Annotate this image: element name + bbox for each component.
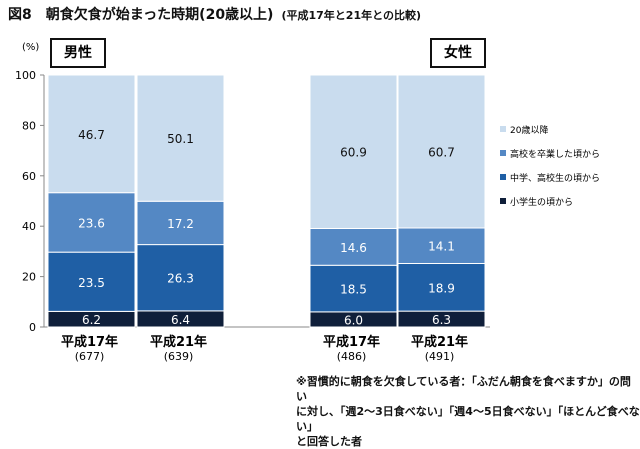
bar-segment (309, 74, 398, 229)
y-axis-unit: (%) (22, 42, 40, 53)
chart-title: 図8 朝食欠食が始まった時期(20歳以上) (平成17年と21年との比較) (8, 4, 421, 24)
data-label: 17.2 (167, 217, 194, 231)
bar-segment (397, 262, 486, 312)
bar-segment (136, 200, 225, 246)
group-label-male: 男性 (50, 38, 106, 68)
y-tick-label: 20 (22, 271, 36, 284)
y-tick-label: 0 (29, 321, 36, 334)
bar-segment (397, 74, 486, 229)
title-text: 図8 朝食欠食が始まった時期(20歳以上) (8, 7, 274, 23)
data-label: 14.6 (340, 241, 367, 255)
data-label: 6.4 (171, 313, 190, 327)
x-tick-label: 平成21年 (411, 334, 468, 350)
group-label-female: 女性 (430, 38, 486, 68)
legend-swatch (500, 150, 506, 156)
footnote-line: ※習慣的に朝食を欠食している者：「ふだん朝食を食べますか」の問い (296, 375, 631, 403)
legend-label: 高校を卒業した頃から (510, 148, 600, 160)
data-label: 6.2 (82, 313, 101, 327)
sample-size-label: (677) (75, 350, 105, 363)
footnote-line: と回答した者 (296, 435, 362, 448)
data-label: 26.3 (167, 272, 194, 286)
data-label: 18.5 (340, 283, 367, 297)
bar-segment (309, 227, 398, 266)
x-tick-label: 平成17年 (323, 334, 380, 350)
y-tick-label: 60 (22, 170, 36, 183)
footnote: ※習慣的に朝食を欠食している者：「ふだん朝食を食べますか」の問い に対し、「週2… (296, 374, 640, 449)
chart-subtitle: (平成17年と21年との比較) (281, 9, 422, 22)
stacked-bar-chart: 0204060801006.223.523.646.7平成17年(677)6.4… (15, 69, 600, 363)
legend-swatch (500, 198, 506, 204)
data-label: 23.6 (78, 216, 105, 230)
legend-swatch (500, 126, 506, 132)
x-tick-label: 平成21年 (150, 334, 207, 350)
footnote-line: に対し、「週2～3日食べない」「週4～5日食べない」「ほとんど食べない」 (296, 405, 640, 433)
legend-swatch (500, 174, 506, 180)
data-label: 60.9 (340, 146, 367, 160)
bar-segment (309, 264, 398, 313)
bar-segment (136, 74, 225, 202)
data-label: 46.7 (78, 128, 105, 142)
sample-size-label: (486) (337, 350, 367, 363)
x-tick-label: 平成17年 (61, 334, 118, 350)
data-label: 50.1 (167, 132, 194, 146)
data-label: 6.3 (432, 313, 451, 327)
data-label: 23.5 (78, 276, 105, 290)
bar-segment (47, 74, 136, 194)
legend-label: 20歳以降 (510, 124, 548, 136)
bar-segment (47, 192, 136, 253)
bar-segment (397, 227, 486, 264)
bar-segment (136, 244, 225, 312)
legend-label: 中学、高校生の頃から (510, 172, 600, 184)
y-tick-label: 40 (22, 220, 36, 233)
sample-size-label: (639) (164, 350, 194, 363)
y-tick-label: 80 (22, 119, 36, 132)
legend-label: 小学生の頃から (510, 196, 573, 208)
data-label: 14.1 (428, 240, 455, 254)
data-label: 18.9 (428, 281, 455, 295)
sample-size-label: (491) (425, 350, 455, 363)
y-tick-label: 100 (15, 69, 36, 82)
data-label: 60.7 (428, 145, 455, 159)
data-label: 6.0 (344, 313, 363, 327)
